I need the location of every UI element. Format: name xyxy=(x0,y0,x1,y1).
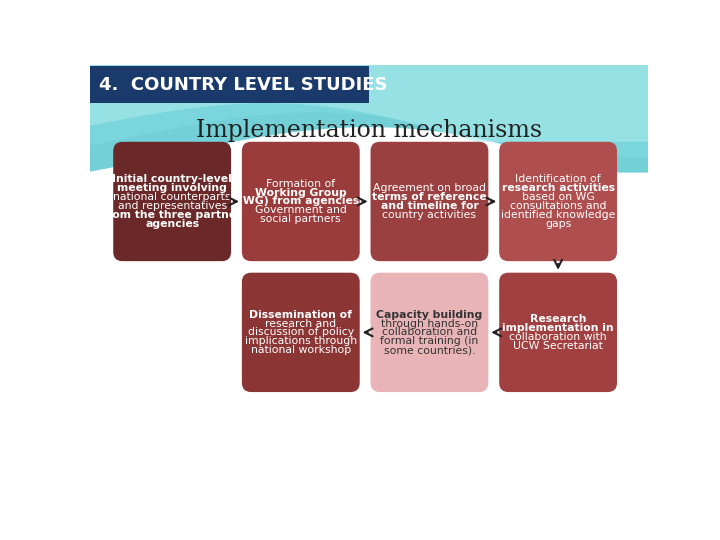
Text: terms of reference: terms of reference xyxy=(372,192,487,202)
Text: country activities: country activities xyxy=(382,210,477,220)
Text: social partners: social partners xyxy=(261,214,341,224)
Text: gaps: gaps xyxy=(545,219,571,228)
FancyBboxPatch shape xyxy=(371,273,488,392)
Text: Agreement on broad: Agreement on broad xyxy=(373,183,486,193)
Text: collaboration and: collaboration and xyxy=(382,327,477,338)
Text: Formation of: Formation of xyxy=(266,179,336,189)
FancyBboxPatch shape xyxy=(90,66,369,103)
Text: national workshop: national workshop xyxy=(251,345,351,355)
Text: Research: Research xyxy=(530,314,586,324)
Text: Dissemination of: Dissemination of xyxy=(249,309,352,320)
Text: implications through: implications through xyxy=(245,336,357,346)
FancyBboxPatch shape xyxy=(499,273,617,392)
Text: discussion of policy: discussion of policy xyxy=(248,327,354,338)
Text: 4.  COUNTRY LEVEL STUDIES: 4. COUNTRY LEVEL STUDIES xyxy=(99,76,388,94)
Text: Initial country-level: Initial country-level xyxy=(112,174,232,184)
Text: consultations and: consultations and xyxy=(510,201,606,211)
Text: implementation in: implementation in xyxy=(503,323,614,333)
Text: Government and: Government and xyxy=(255,205,347,215)
Text: Capacity building: Capacity building xyxy=(377,309,482,320)
Text: research activities: research activities xyxy=(502,183,615,193)
Text: based on WG: based on WG xyxy=(522,192,595,202)
Text: Identification of: Identification of xyxy=(516,174,601,184)
Text: some countries).: some countries). xyxy=(384,345,475,355)
Text: and timeline for: and timeline for xyxy=(380,201,478,211)
Text: national counterparts: national counterparts xyxy=(114,192,231,202)
Text: from the three partner: from the three partner xyxy=(102,210,242,220)
FancyBboxPatch shape xyxy=(242,273,360,392)
Text: through hands-on: through hands-on xyxy=(381,319,478,328)
Text: Implementation mechanisms: Implementation mechanisms xyxy=(196,119,542,141)
Text: formal training (in: formal training (in xyxy=(380,336,479,346)
FancyBboxPatch shape xyxy=(499,142,617,261)
Text: meeting involving: meeting involving xyxy=(117,183,227,193)
FancyBboxPatch shape xyxy=(242,142,360,261)
Polygon shape xyxy=(90,65,648,173)
Text: identified knowledge: identified knowledge xyxy=(501,210,616,220)
Text: (WG) from agencies,: (WG) from agencies, xyxy=(238,197,364,206)
Polygon shape xyxy=(90,65,648,157)
Text: research and: research and xyxy=(265,319,336,328)
Text: agencies: agencies xyxy=(145,219,199,228)
FancyBboxPatch shape xyxy=(113,142,231,261)
Text: UCW Secretariat: UCW Secretariat xyxy=(513,341,603,350)
Text: and representatives: and representatives xyxy=(117,201,227,211)
Text: collaboration with: collaboration with xyxy=(509,332,607,342)
FancyBboxPatch shape xyxy=(371,142,488,261)
Polygon shape xyxy=(90,65,648,142)
Text: Working Group: Working Group xyxy=(255,187,346,198)
